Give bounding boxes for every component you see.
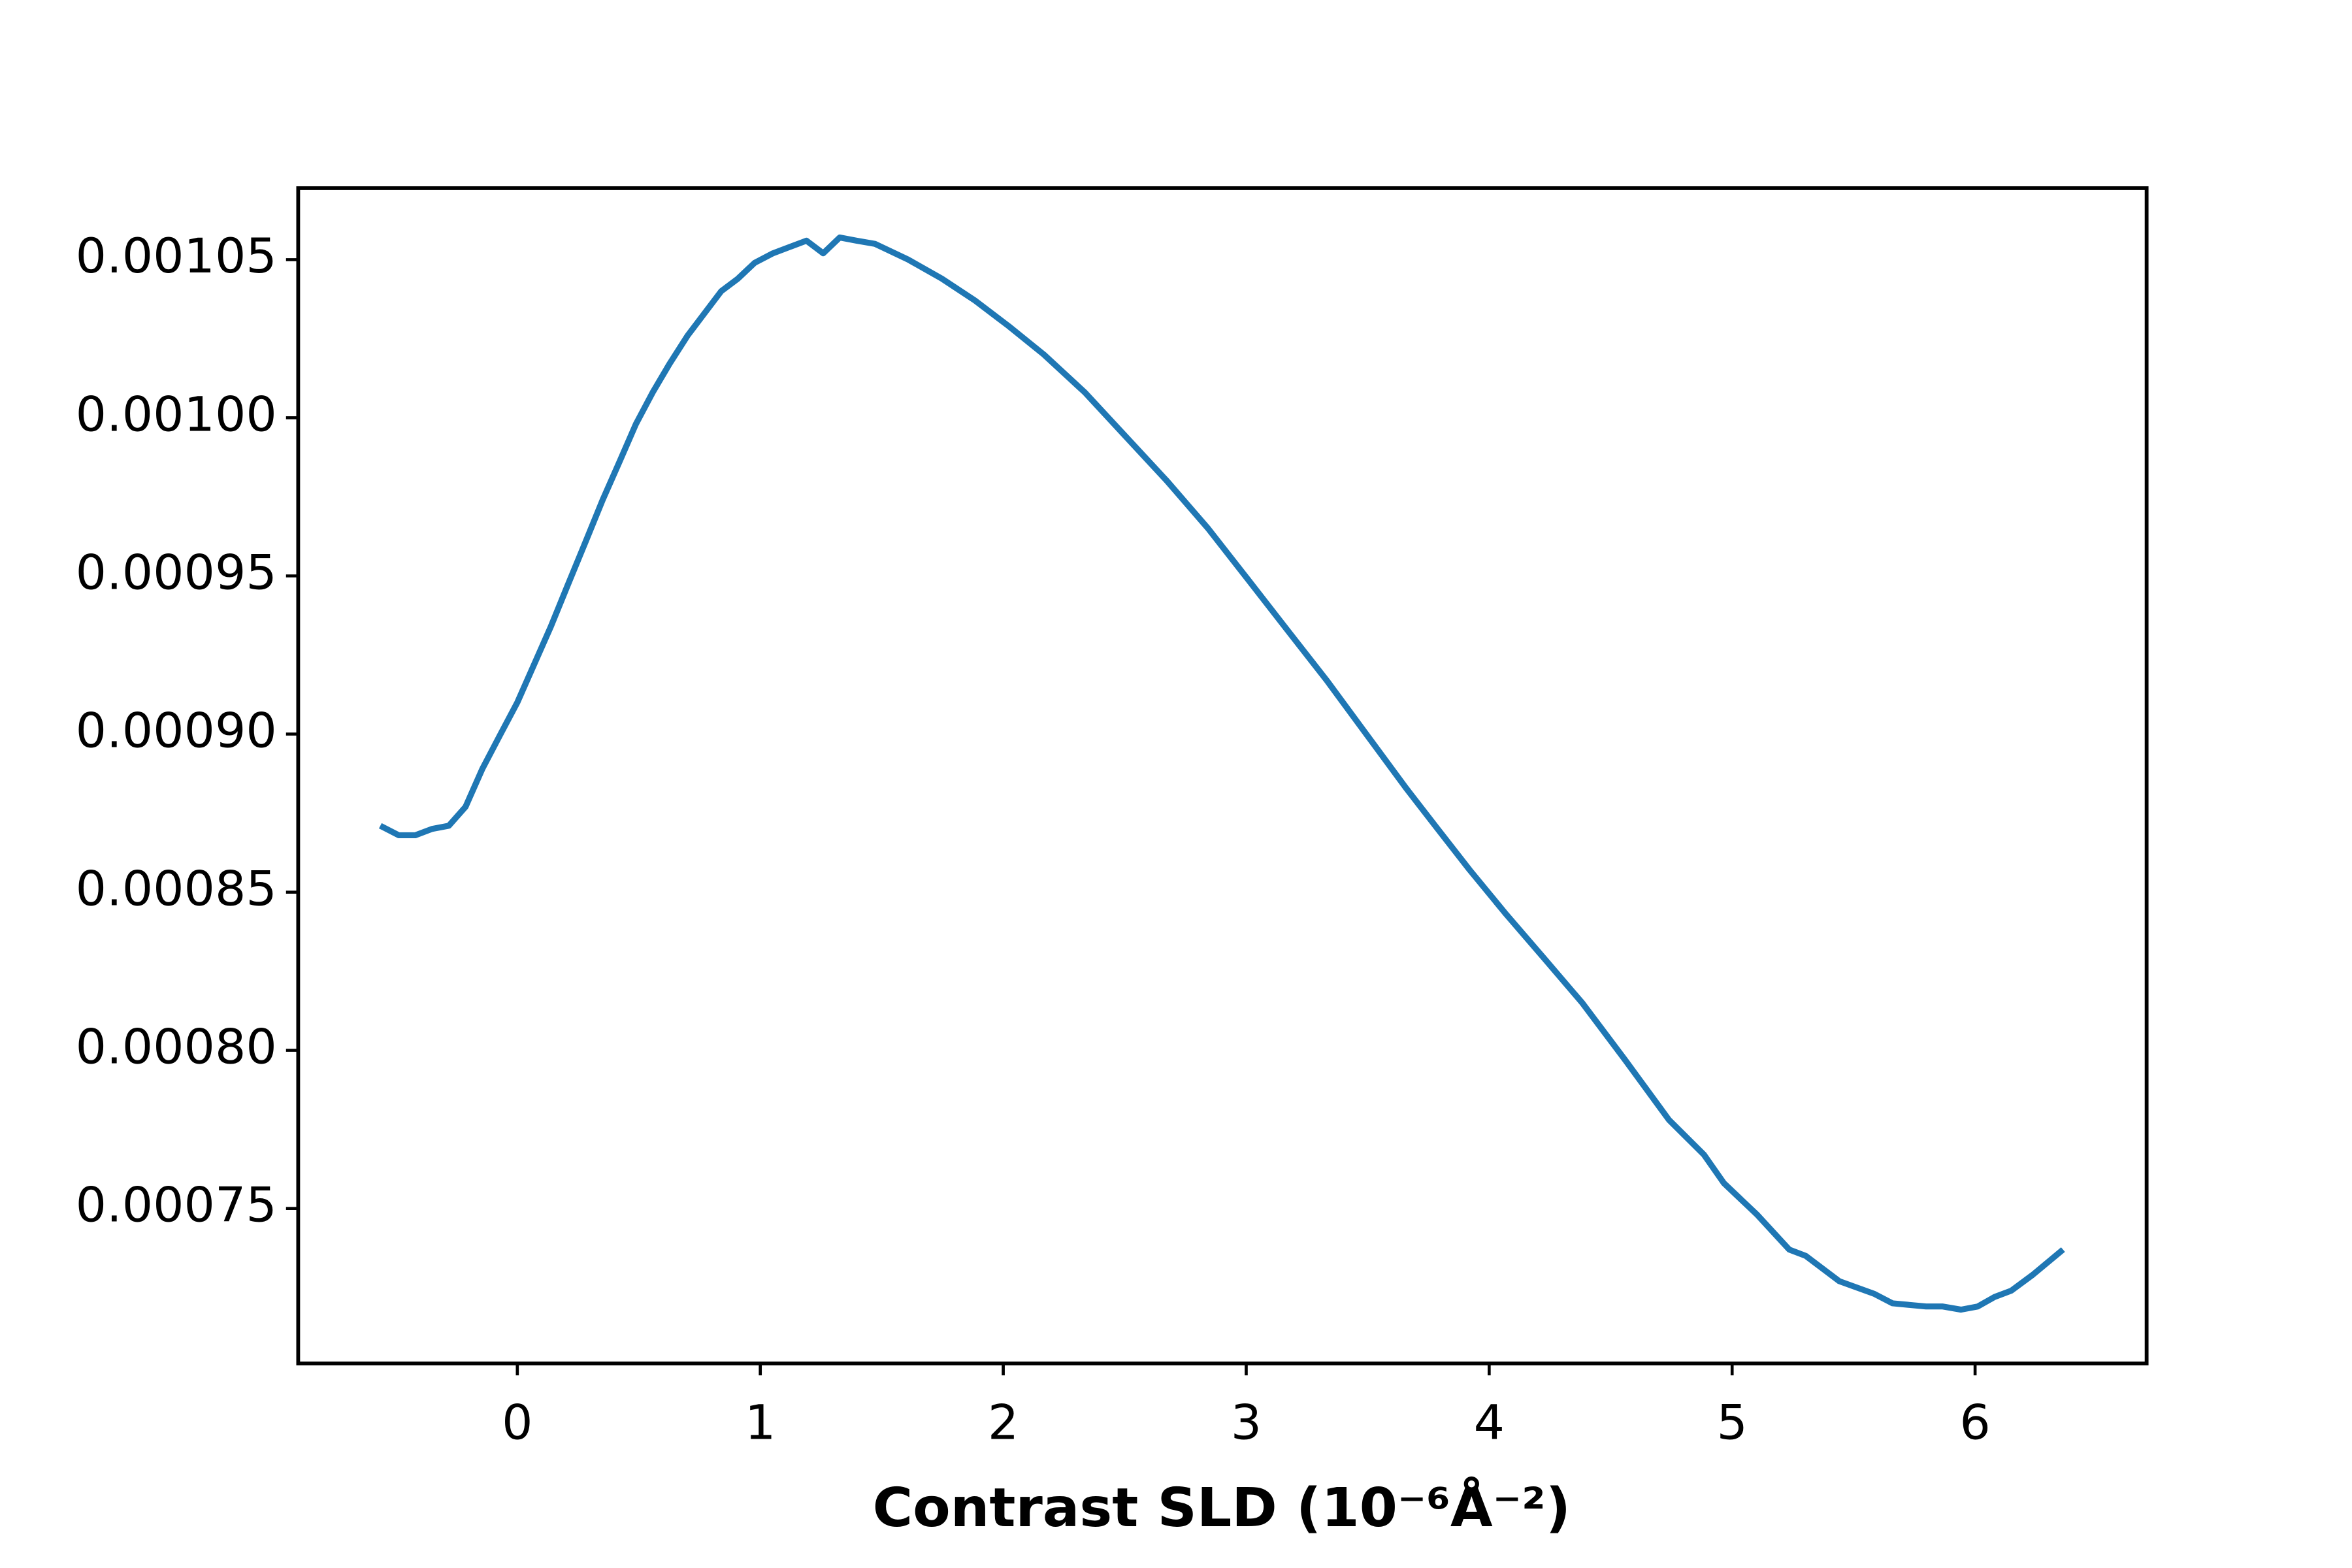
x-tick-label: 2 [988,1395,1019,1450]
data-line [378,234,2065,1313]
x-tick-label: 4 [1474,1395,1505,1450]
y-tick-label: 0.00105 [76,229,277,284]
x-tick-label: 6 [1959,1395,1990,1450]
y-tick-label: 0.00095 [76,545,277,600]
x-tick-label: 1 [745,1395,776,1450]
x-axis-label: Contrast SLD (10⁻⁶Å⁻²) [873,1476,1571,1539]
y-tick-label: 0.00080 [76,1019,277,1075]
plot-frame [296,186,2149,1365]
x-tick-label: 3 [1231,1395,1262,1450]
y-tick-label: 0.00075 [76,1177,277,1233]
y-tick-label: 0.00100 [76,387,277,442]
x-tick-label: 0 [502,1395,532,1450]
x-tick-label: 5 [1717,1395,1748,1450]
y-tick-label: 0.00090 [76,703,277,759]
y-tick-label: 0.00085 [76,861,277,917]
